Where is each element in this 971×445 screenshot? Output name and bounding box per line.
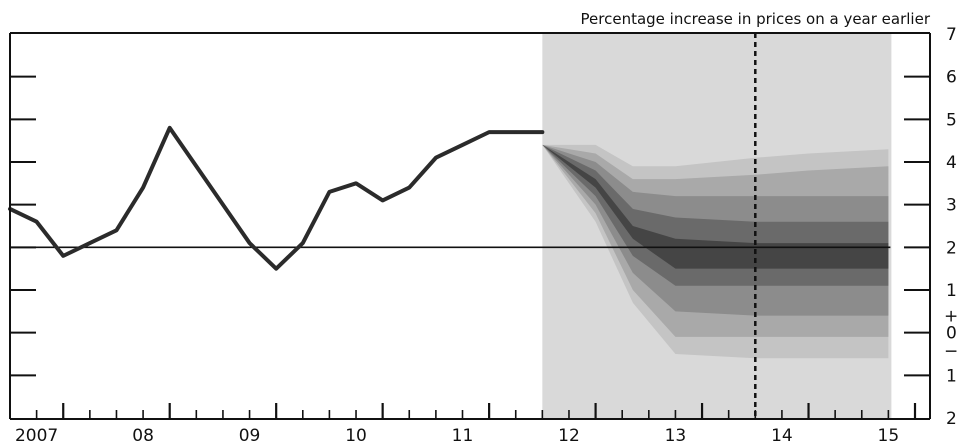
x-tick-label: 14 [771,426,793,445]
data-point [275,267,278,270]
data-point [248,241,251,244]
data-point [35,220,38,223]
x-tick-label: 10 [345,426,367,445]
data-point [488,131,491,134]
data-point [141,186,144,189]
series-group [8,126,544,270]
data-point [408,186,411,189]
data-point [541,131,544,134]
data-point [221,203,224,206]
y-tick-label: 1 [946,366,957,386]
x-tick-label: 15 [878,426,900,445]
y-sign-marker: + [944,307,958,327]
data-point [62,254,65,257]
y-tick-label: 2 [946,409,957,429]
data-point [381,199,384,202]
x-tick-label: 2007 [15,426,58,445]
y-tick-label: 3 [946,196,957,216]
x-tick-label: 08 [132,426,154,445]
data-point [514,131,517,134]
x-tick-label: 09 [239,426,261,445]
x-tick-label: 12 [558,426,580,445]
chart-title: Percentage increase in prices on a year … [581,10,931,28]
data-point [328,190,331,193]
data-point [434,156,437,159]
y-tick-label: 5 [946,110,957,130]
data-point [168,126,171,129]
y-sign-marker-minus: − [944,342,958,362]
x-tick-label: 11 [452,426,474,445]
y-tick-label: 7 [946,25,957,45]
data-point [354,182,357,185]
y-tick-label: 1 [946,281,957,301]
data-point [195,165,198,168]
y-tick-label: 4 [946,153,957,173]
data-point [461,143,464,146]
data-point [115,229,118,232]
data-point [88,241,91,244]
data-point [301,241,304,244]
y-tick-label: 6 [946,68,957,88]
y-tick-label: 2 [946,238,957,258]
x-tick-label: 13 [665,426,687,445]
